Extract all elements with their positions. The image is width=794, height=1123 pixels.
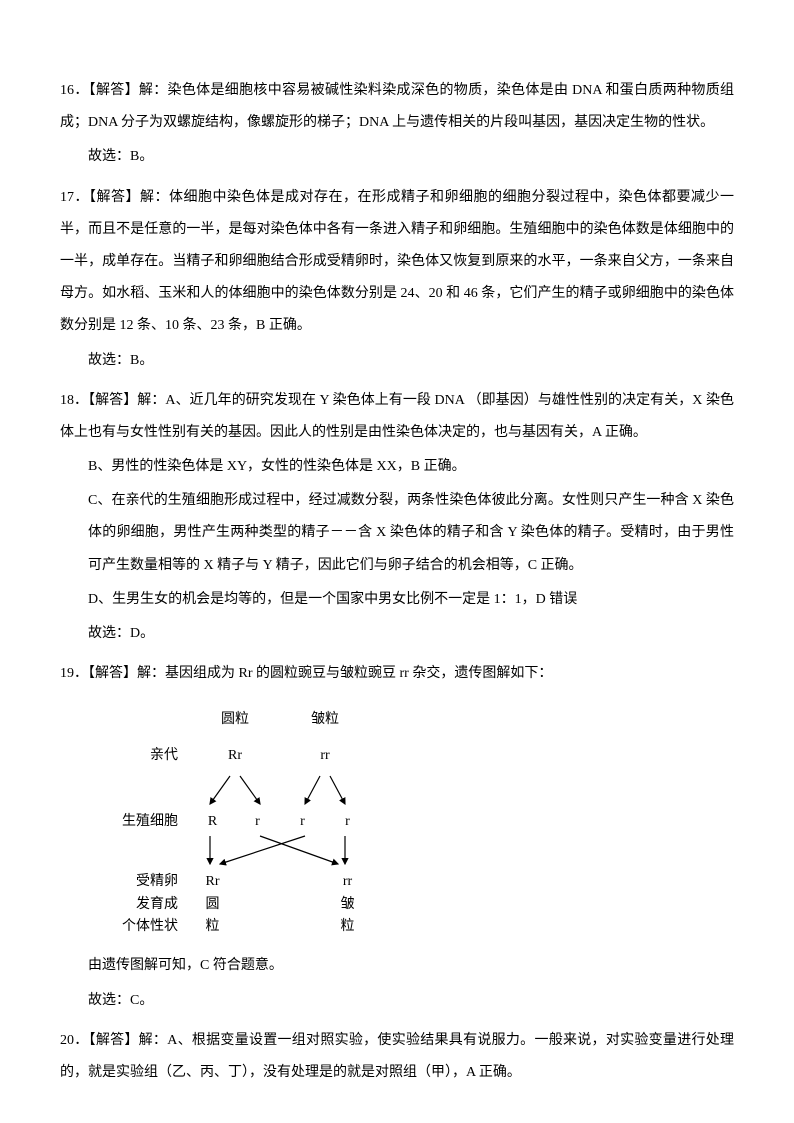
- question-20: 20．【解答】解：A、根据变量设置一组对照实验，使实验结果具有说服力。一般来说，…: [60, 1025, 734, 1089]
- diagram-trait-row2: 个体性状 粒 粒: [120, 916, 420, 938]
- q16-p1: 16．【解答】解：染色体是细胞核中容易被碱性染料染成深色的物质，染色体是由 DN…: [60, 75, 734, 139]
- trait-right-2: 粒: [325, 919, 370, 936]
- arrow-svg-1: [120, 774, 380, 810]
- diagram-zygote-row: 受精卵 Rr rr: [120, 870, 420, 894]
- q16-num: 16．: [60, 83, 89, 98]
- trait-left-2: 粒: [190, 919, 235, 936]
- arrow-svg-2: [120, 834, 380, 870]
- q20-num: 20．: [60, 1033, 89, 1048]
- q16-text1: 【解答】解：染色体是细胞核中容易被碱性染料染成深色的物质，染色体是由 DNA 和…: [60, 83, 734, 130]
- q18-p5: 故选：D。: [60, 618, 734, 650]
- trait-label-2: 个体性状: [120, 919, 190, 936]
- question-17: 17．【解答】解：体细胞中染色体是成对存在，在形成精子和卵细胞的细胞分裂过程中，…: [60, 182, 734, 377]
- q19-p1: 19．【解答】解：基因组成为 Rr 的圆粒豌豆与皱粒豌豆 rr 杂交，遗传图解如…: [60, 658, 734, 690]
- q18-p3: C、在亲代的生殖细胞形成过程中，经过减数分裂，两条性染色体彼此分离。女性则只产生…: [60, 485, 734, 582]
- genetics-diagram: 圆粒 皱粒 亲代 Rr rr 生殖细胞 R r r r: [120, 702, 420, 938]
- trait-left-1: 圆: [190, 897, 235, 914]
- q17-text1: 【解答】解：体细胞中染色体是成对存在，在形成精子和卵细胞的细胞分裂过程中，染色体…: [60, 190, 734, 334]
- q17-num: 17．: [60, 190, 89, 205]
- arrows-2: [120, 834, 420, 870]
- diagram-trait-row1: 发育成 圆 皱: [120, 894, 420, 916]
- zygote-label: 受精卵: [120, 866, 190, 898]
- q17-p1: 17．【解答】解：体细胞中染色体是成对存在，在形成精子和卵细胞的细胞分裂过程中，…: [60, 182, 734, 343]
- header-right: 皱粒: [280, 704, 370, 736]
- diagram-header-row: 圆粒 皱粒: [120, 702, 420, 738]
- question-16: 16．【解答】解：染色体是细胞核中容易被碱性染料染成深色的物质，染色体是由 DN…: [60, 75, 734, 174]
- arrows-1: [120, 774, 420, 810]
- diagram-parent-row: 亲代 Rr rr: [120, 738, 420, 774]
- trait-right-1: 皱: [325, 897, 370, 914]
- q17-p2: 故选：B。: [60, 345, 734, 377]
- trait-label-1: 发育成: [120, 897, 190, 914]
- parent-label: 亲代: [120, 740, 190, 772]
- q18-p1: 18．【解答】解：A、近几年的研究发现在 Y 染色体上有一段 DNA （即基因）…: [60, 385, 734, 449]
- q16-p2: 故选：B。: [60, 141, 734, 173]
- parent-left: Rr: [190, 740, 280, 772]
- zygote-left: Rr: [190, 866, 235, 898]
- q18-text1: 【解答】解：A、近几年的研究发现在 Y 染色体上有一段 DNA （即基因）与雄性…: [60, 393, 734, 440]
- parent-right: rr: [280, 740, 370, 772]
- q19-text1: 【解答】解：基因组成为 Rr 的圆粒豌豆与皱粒豌豆 rr 杂交，遗传图解如下：: [88, 666, 552, 681]
- q18-p4: D、生男生女的机会是均等的，但是一个国家中男女比例不一定是 1：1，D 错误: [60, 584, 734, 616]
- question-18: 18．【解答】解：A、近几年的研究发现在 Y 染色体上有一段 DNA （即基因）…: [60, 385, 734, 651]
- q19-p3: 故选：C。: [60, 985, 734, 1017]
- q20-p1: 20．【解答】解：A、根据变量设置一组对照实验，使实验结果具有说服力。一般来说，…: [60, 1025, 734, 1089]
- zygote-right: rr: [325, 866, 370, 898]
- q19-num: 19．: [60, 666, 88, 681]
- diagram-gamete-row: 生殖细胞 R r r r: [120, 810, 420, 834]
- question-19: 19．【解答】解：基因组成为 Rr 的圆粒豌豆与皱粒豌豆 rr 杂交，遗传图解如…: [60, 658, 734, 1017]
- q20-text1: 【解答】解：A、根据变量设置一组对照实验，使实验结果具有说服力。一般来说，对实验…: [60, 1033, 734, 1080]
- q19-p2: 由遗传图解可知，C 符合题意。: [60, 950, 734, 982]
- q18-p2: B、男性的性染色体是 XY，女性的性染色体是 XX，B 正确。: [60, 451, 734, 483]
- header-left: 圆粒: [190, 704, 280, 736]
- q18-num: 18．: [60, 393, 88, 408]
